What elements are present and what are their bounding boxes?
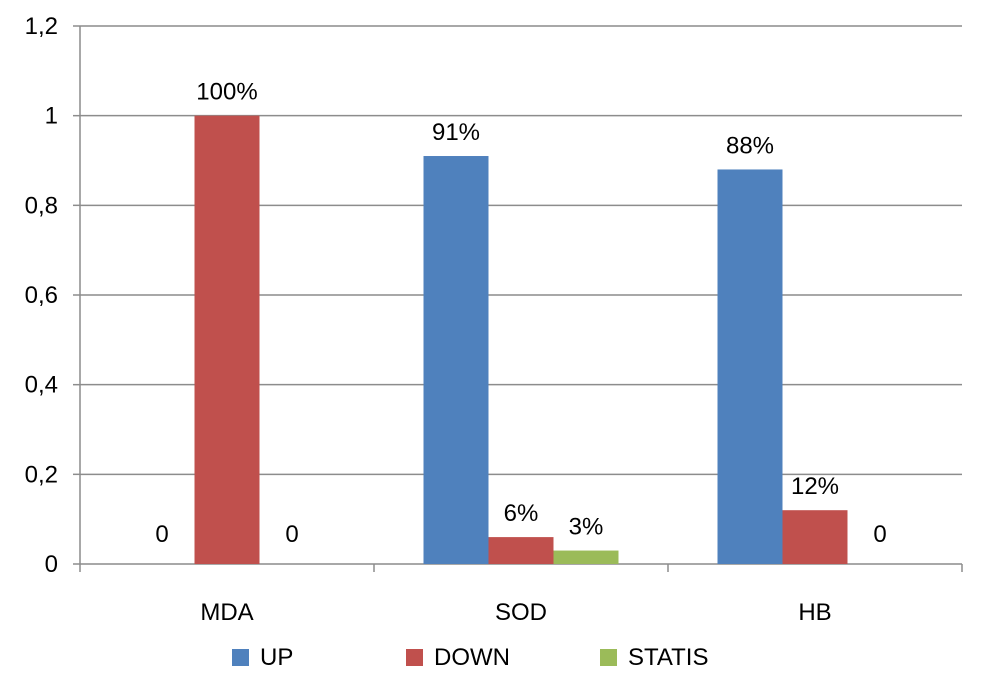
bar-down-sod	[488, 537, 554, 564]
legend-swatch-up	[232, 649, 249, 666]
bar-up-hb	[717, 169, 783, 564]
y-tick-label: 1,2	[25, 13, 58, 40]
y-tick-label: 0,8	[25, 192, 58, 219]
data-labels: 0 100% 0 91% 6% 3% 88% 12% 0	[155, 79, 886, 548]
data-label: 6%	[504, 500, 539, 527]
bar-up-sod	[423, 156, 489, 564]
legend: UP DOWN STATIS	[232, 644, 708, 671]
data-label: 3%	[569, 514, 604, 541]
legend-swatch-down	[406, 649, 423, 666]
data-label: 88%	[726, 132, 774, 159]
data-label: 0	[155, 521, 168, 548]
data-label: 91%	[432, 119, 480, 146]
bar-down-hb	[782, 510, 848, 564]
y-tick-label: 0	[45, 551, 58, 578]
y-tick-label: 0,4	[25, 372, 58, 399]
data-label: 12%	[791, 473, 839, 500]
legend-label-up: UP	[260, 644, 293, 671]
y-tick-label: 1	[45, 103, 58, 130]
data-label: 100%	[196, 79, 257, 106]
data-label: 0	[873, 521, 886, 548]
bar-statis-sod	[553, 550, 619, 564]
y-tick-label: 0,2	[25, 461, 58, 488]
x-tick-label: MDA	[200, 599, 253, 626]
legend-label-down: DOWN	[434, 644, 510, 671]
legend-swatch-statis	[600, 649, 617, 666]
x-tick-label: SOD	[495, 599, 547, 626]
legend-label-statis: STATIS	[628, 644, 708, 671]
y-tick-label: 0,6	[25, 282, 58, 309]
bars	[194, 115, 848, 565]
data-label: 0	[285, 521, 298, 548]
x-tick-label: HB	[798, 599, 831, 626]
bar-down-mda	[194, 115, 260, 565]
